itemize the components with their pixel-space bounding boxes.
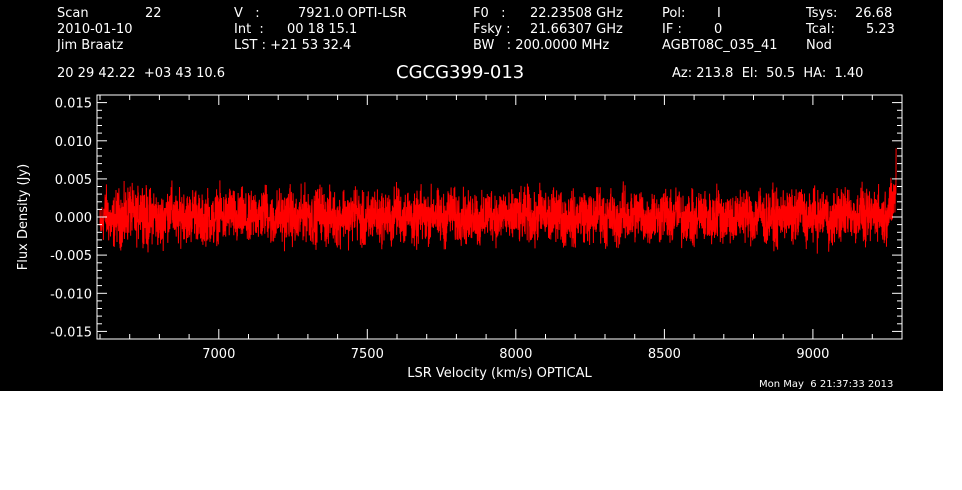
x-tick-label: 8000 <box>499 347 532 362</box>
pol-label: Pol: <box>662 6 686 21</box>
x-tick-label: 9000 <box>796 347 829 362</box>
spectrum-chart: 7000 7500 8000 8500 9000 -0.015 -0.010 -0.005 0.… <box>16 94 903 381</box>
y-tick-label: 0.005 <box>55 173 92 188</box>
int-label: Int : <box>234 22 264 37</box>
int-value: 00 18 15.1 <box>287 22 358 37</box>
y-tick-label: -0.010 <box>50 287 92 302</box>
x-tick-label: 7500 <box>351 347 384 362</box>
velocity-value: 7921.0 OPTI-LSR <box>298 6 407 21</box>
pol-value: I <box>717 6 721 21</box>
y-tick-label: -0.015 <box>50 325 92 340</box>
plot-panel: Scan 22 V : 7921.0 OPTI-LSR F0 : 22.2350… <box>0 0 943 391</box>
plot-timestamp: Mon May 6 21:37:33 2013 <box>759 379 894 390</box>
y-tick-label: 0.015 <box>55 97 92 112</box>
bandwidth-value: BW : 200.0000 MHz <box>473 38 610 53</box>
x-axis-label: LSR Velocity (km/s) OPTICAL <box>407 366 592 381</box>
fsky-label: Fsky : <box>473 22 511 37</box>
source-coordinates: 20 29 42.22 +03 43 10.6 <box>57 66 226 81</box>
x-tick-label: 7000 <box>202 347 235 362</box>
if-value: 0 <box>714 22 723 37</box>
tcal-value: 5.23 <box>866 22 895 37</box>
obs-mode: Nod <box>806 38 832 53</box>
chart-title: CGCG399-013 <box>396 62 525 83</box>
tsys-value: 26.68 <box>855 6 893 21</box>
scan-label: Scan <box>57 6 89 21</box>
velocity-label: V : <box>234 6 260 21</box>
y-axis-label: Flux Density (Jy) <box>16 164 31 270</box>
y-tick-label: 0.010 <box>55 135 92 150</box>
tcal-label: Tcal: <box>806 22 835 37</box>
tsys-label: Tsys: <box>806 6 838 21</box>
x-tick-label: 8500 <box>648 347 681 362</box>
spectrum-trace <box>99 148 897 254</box>
fsky-value: 21.66307 GHz <box>530 22 623 37</box>
y-tick-label: -0.005 <box>50 249 92 264</box>
f0-value: 22.23508 GHz <box>530 6 623 21</box>
y-tick-label: 0.000 <box>55 211 92 226</box>
az-el-ha: Az: 213.8 El: 50.5 HA: 1.40 <box>672 66 864 81</box>
if-label: IF : <box>662 22 682 37</box>
lst-value: LST : +21 53 32.4 <box>234 38 352 53</box>
project-id: AGBT08C_035_41 <box>662 38 778 53</box>
scan-value: 22 <box>145 6 162 21</box>
observation-date: 2010-01-10 <box>57 22 133 37</box>
observer-name: Jim Braatz <box>57 38 124 53</box>
f0-label: F0 : <box>473 6 506 21</box>
